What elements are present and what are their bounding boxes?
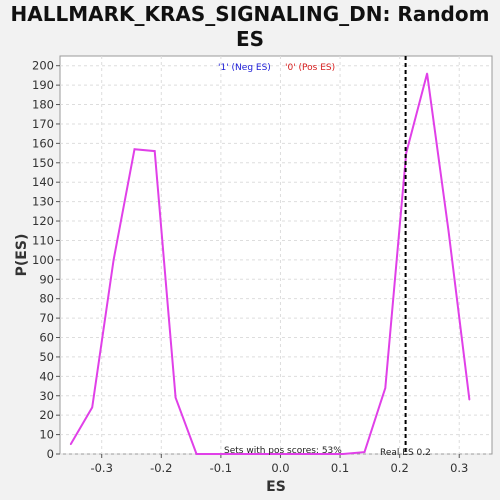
y-tick-label: 20: [39, 408, 54, 422]
data-point: [174, 396, 177, 399]
data-point: [69, 443, 72, 446]
data-point: [468, 398, 471, 401]
y-tick-label: 200: [32, 59, 54, 73]
data-point: [237, 453, 240, 455]
data-point: [153, 150, 156, 152]
x-tick-label: 0.1: [331, 461, 349, 475]
y-tick-label: 140: [32, 175, 54, 189]
data-point: [426, 72, 428, 75]
legend-neg: '1' (Neg ES): [218, 63, 271, 73]
y-tick-label: 40: [39, 369, 54, 383]
y-tick-label: 10: [39, 428, 54, 442]
y-tick-label: 190: [32, 78, 54, 92]
y-tick-label: 60: [39, 331, 54, 345]
y-axis-label: P(ES): [14, 234, 30, 277]
data-point: [279, 453, 282, 455]
data-point: [321, 453, 323, 455]
y-tick-label: 110: [32, 233, 54, 247]
data-point: [133, 148, 136, 150]
y-tick-label: 50: [39, 350, 54, 364]
real-es-annotation: Real ES 0.2: [380, 448, 431, 458]
pos-scores-annotation: Sets with pos scores: 53%: [224, 446, 342, 456]
data-point: [384, 387, 387, 389]
data-point: [217, 453, 219, 455]
data-point: [195, 453, 198, 455]
y-tick-label: 160: [32, 136, 54, 150]
x-tick-label: -0.1: [210, 461, 232, 475]
y-tick-label: 130: [32, 195, 54, 209]
y-tick-label: 170: [32, 117, 54, 131]
x-tick-label: 0.0: [271, 461, 289, 475]
data-point: [91, 406, 93, 409]
y-tick-label: 0: [47, 447, 54, 461]
x-tick-label: 0.3: [450, 461, 468, 475]
y-tick-label: 30: [39, 389, 54, 403]
plot-area: [59, 55, 493, 455]
x-tick-label: 0.2: [390, 461, 408, 475]
data-point: [342, 453, 344, 455]
y-tick-label: 70: [39, 311, 54, 325]
y-tick-label: 120: [32, 214, 54, 228]
x-tick-label: -0.3: [90, 461, 112, 475]
y-tick-label: 100: [32, 253, 54, 267]
data-point: [405, 152, 407, 154]
es-distribution-line: [69, 73, 471, 455]
x-tick-label: -0.2: [150, 461, 172, 475]
data-point: [363, 451, 366, 453]
data-point: [258, 453, 261, 455]
y-tick-label: 150: [32, 156, 54, 170]
data-point: [112, 259, 115, 261]
data-point: [300, 453, 303, 455]
x-axis-label: ES: [266, 479, 286, 495]
y-tick-label: 180: [32, 98, 54, 112]
y-tick-label: 80: [39, 292, 54, 306]
legend-pos: '0' (Pos ES): [285, 63, 335, 73]
chart-title-line1: HALLMARK_KRAS_SIGNALING_DN: Random ES: [10, 2, 490, 51]
y-tick-label: 90: [39, 272, 54, 286]
data-point: [447, 229, 450, 232]
